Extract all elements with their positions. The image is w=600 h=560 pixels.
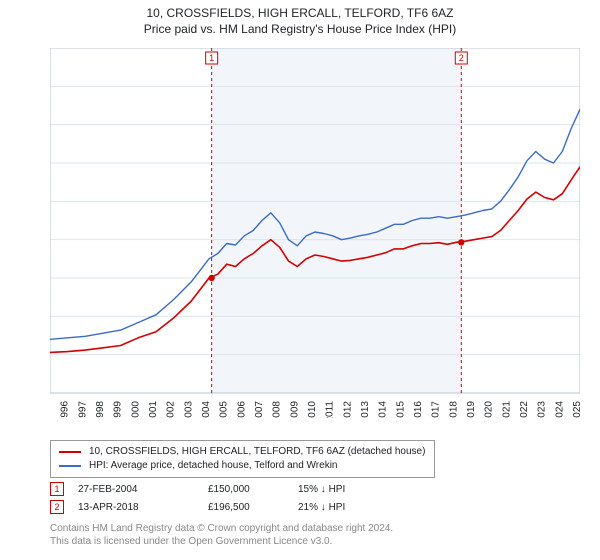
footer-note: Contains HM Land Registry data © Crown c…	[50, 522, 393, 548]
svg-text:2004: 2004	[201, 401, 212, 418]
legend: 10, CROSSFIELDS, HIGH ERCALL, TELFORD, T…	[50, 440, 435, 478]
chart-svg: £0£50K£100K£150K£200K£250K£300K£350K£400…	[50, 48, 580, 418]
footer-line1: Contains HM Land Registry data © Crown c…	[50, 522, 393, 535]
marker-price-1: £150,000	[208, 484, 298, 495]
svg-text:2006: 2006	[236, 401, 247, 418]
marker-delta-2: 21% ↓ HPI	[298, 502, 388, 513]
svg-text:2018: 2018	[448, 401, 459, 418]
marker-tag-2: 2	[50, 500, 64, 514]
svg-text:2021: 2021	[501, 401, 512, 418]
svg-text:2012: 2012	[342, 401, 353, 418]
svg-text:2016: 2016	[413, 401, 424, 418]
svg-text:2007: 2007	[254, 401, 265, 418]
svg-text:2014: 2014	[378, 401, 389, 418]
legend-swatch-property	[59, 451, 81, 453]
svg-text:2017: 2017	[431, 401, 442, 418]
svg-text:1997: 1997	[77, 401, 88, 418]
svg-text:1995: 1995	[50, 401, 53, 418]
svg-text:2002: 2002	[166, 401, 177, 418]
svg-text:2022: 2022	[519, 401, 530, 418]
svg-text:1998: 1998	[95, 401, 106, 418]
svg-text:2003: 2003	[183, 401, 194, 418]
svg-text:2019: 2019	[466, 401, 477, 418]
legend-label-property: 10, CROSSFIELDS, HIGH ERCALL, TELFORD, T…	[89, 445, 425, 459]
svg-text:1999: 1999	[113, 401, 124, 418]
svg-text:2020: 2020	[484, 401, 495, 418]
marker-delta-1: 15% ↓ HPI	[298, 484, 388, 495]
svg-text:2000: 2000	[130, 401, 141, 418]
svg-text:2009: 2009	[289, 401, 300, 418]
svg-text:2001: 2001	[148, 401, 159, 418]
legend-row-hpi: HPI: Average price, detached house, Telf…	[59, 459, 426, 473]
marker-date-1: 27-FEB-2004	[78, 484, 208, 495]
svg-text:2010: 2010	[307, 401, 318, 418]
legend-row-property: 10, CROSSFIELDS, HIGH ERCALL, TELFORD, T…	[59, 445, 426, 459]
svg-text:2008: 2008	[272, 401, 283, 418]
legend-swatch-hpi	[59, 465, 81, 467]
svg-text:2011: 2011	[325, 401, 336, 418]
title-block: 10, CROSSFIELDS, HIGH ERCALL, TELFORD, T…	[0, 0, 600, 36]
svg-text:2005: 2005	[219, 401, 230, 418]
svg-text:1: 1	[209, 53, 214, 63]
legend-label-hpi: HPI: Average price, detached house, Telf…	[89, 459, 338, 473]
chart-container: £0£50K£100K£150K£200K£250K£300K£350K£400…	[50, 48, 580, 418]
marker-date-2: 13-APR-2018	[78, 502, 208, 513]
marker-row-1: 1 27-FEB-2004 £150,000 15% ↓ HPI	[50, 482, 388, 496]
svg-text:2: 2	[459, 53, 464, 63]
svg-text:2015: 2015	[395, 401, 406, 418]
marker-tag-1: 1	[50, 482, 64, 496]
page-wrapper: 10, CROSSFIELDS, HIGH ERCALL, TELFORD, T…	[0, 0, 600, 560]
svg-text:2023: 2023	[537, 401, 548, 418]
footer-line2: This data is licensed under the Open Gov…	[50, 535, 393, 548]
title-subtitle: Price paid vs. HM Land Registry's House …	[0, 22, 600, 36]
svg-text:2025: 2025	[572, 401, 580, 418]
marker-price-2: £196,500	[208, 502, 298, 513]
svg-text:1996: 1996	[60, 401, 71, 418]
svg-text:2024: 2024	[554, 401, 565, 418]
title-address: 10, CROSSFIELDS, HIGH ERCALL, TELFORD, T…	[0, 6, 600, 20]
marker-row-2: 2 13-APR-2018 £196,500 21% ↓ HPI	[50, 500, 388, 514]
svg-text:2013: 2013	[360, 401, 371, 418]
markers-table: 1 27-FEB-2004 £150,000 15% ↓ HPI 2 13-AP…	[50, 482, 388, 518]
